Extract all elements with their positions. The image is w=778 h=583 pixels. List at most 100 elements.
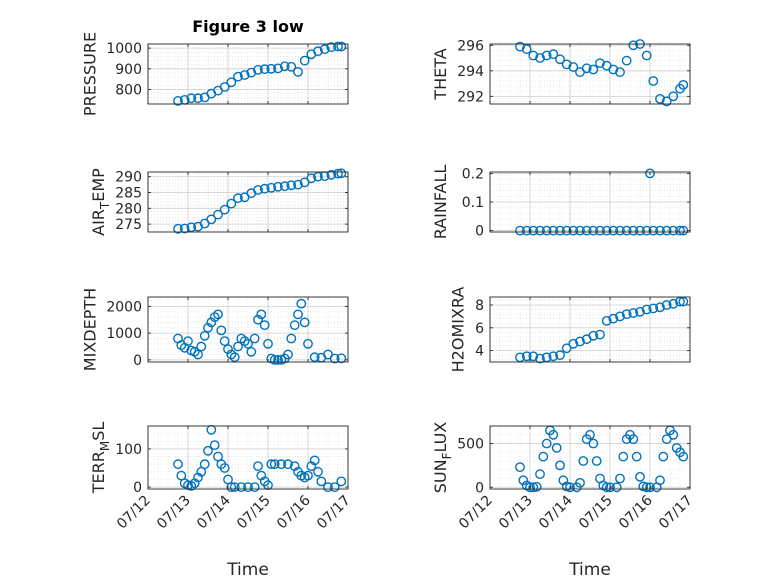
data-point [531, 481, 542, 492]
data-point [173, 96, 183, 106]
data-point [641, 50, 652, 61]
data-point [575, 225, 585, 236]
data-point [233, 341, 243, 352]
data-point [555, 460, 565, 471]
data-point [615, 67, 625, 78]
y-axis-label: SUNFLUX [431, 422, 454, 494]
data-point [326, 169, 337, 180]
data-point [253, 461, 263, 471]
data-point [515, 462, 525, 472]
x-tick-label: 07/13 [154, 493, 194, 533]
data-point [611, 482, 622, 493]
data-point [203, 322, 213, 333]
data-point [561, 59, 572, 70]
data-point [279, 61, 290, 72]
data-point [565, 482, 575, 493]
x-tick-label: 07/17 [656, 493, 696, 533]
data-point [588, 225, 599, 236]
subplot-pressure: 800 900 1000 PRESSURE Figure 3 low [81, 17, 349, 116]
data-point [253, 65, 263, 75]
data-point [313, 46, 323, 57]
data-point [263, 338, 273, 349]
y-tick-label: 8 [475, 298, 484, 314]
data-point [615, 473, 625, 484]
data-point [173, 459, 183, 470]
data-point [226, 198, 237, 209]
y-tick-label: 294 [457, 64, 484, 80]
data-point [309, 352, 320, 363]
data-point [608, 225, 619, 236]
x-tick-label: 07/16 [616, 492, 656, 532]
x-tick-label: 07/12 [114, 493, 154, 533]
data-point [655, 475, 665, 486]
data-point [313, 466, 323, 477]
data-point [548, 225, 559, 236]
data-point [279, 181, 290, 192]
data-point [621, 309, 632, 319]
data-point [293, 179, 303, 190]
data-point [273, 354, 283, 365]
axes-box [147, 171, 349, 233]
y-tick-label: 296 [457, 38, 484, 54]
data-point [273, 63, 283, 74]
data-point [269, 459, 280, 470]
data-point [236, 482, 247, 492]
data-point [601, 482, 612, 493]
data-point [306, 173, 317, 184]
data-point [259, 320, 270, 330]
data-point [655, 225, 665, 236]
y-tick-label: 6 [475, 321, 484, 337]
data-point [226, 482, 237, 492]
data-point [209, 440, 220, 450]
data-point [515, 41, 525, 52]
x-tick-label: 07/16 [274, 492, 314, 532]
data-point [595, 225, 605, 236]
y-tick-label: 292 [457, 89, 484, 105]
data-point [243, 482, 253, 492]
data-point [655, 94, 665, 104]
data-point [273, 181, 283, 192]
data-point [595, 58, 605, 68]
data-point [648, 225, 659, 236]
data-point [193, 349, 203, 360]
data-point [548, 429, 559, 440]
data-point [621, 55, 632, 66]
data-point [641, 225, 652, 236]
axes-box [147, 43, 349, 105]
y-axis-label: RAINFALL [431, 165, 450, 240]
data-point [253, 185, 263, 195]
y-axis-label: H2OMIXRA [448, 287, 467, 373]
subplot-terr-msl: 07/12 07/13 07/14 07/15 07/16 07/17 0 100TERRMS… [89, 422, 354, 580]
data-point [555, 225, 565, 236]
x-tick-label: 07/12 [456, 493, 496, 533]
data-point [658, 451, 669, 462]
axes-box [489, 296, 691, 363]
y-tick-label: 2000 [106, 299, 142, 315]
data-point [548, 49, 559, 60]
data-point [631, 451, 642, 462]
data-point [183, 336, 193, 346]
data-point [581, 63, 592, 74]
data-point [521, 225, 532, 236]
y-tick-label: 500 [457, 437, 484, 453]
data-point [578, 456, 589, 466]
data-point [333, 41, 343, 52]
y-tick-label: 0 [475, 224, 484, 240]
y-tick-label: 0 [133, 480, 142, 496]
data-point [581, 225, 592, 236]
data-point [675, 225, 685, 236]
data-point [568, 62, 579, 72]
data-point [568, 225, 579, 236]
y-tick-label: 100 [115, 442, 142, 458]
data-point [259, 64, 270, 75]
data-point [551, 442, 562, 453]
data-point [528, 50, 539, 61]
data-point [283, 459, 293, 470]
data-point [249, 482, 260, 492]
y-tick-label: 900 [115, 62, 142, 78]
data-point [678, 80, 689, 90]
data-point [173, 223, 183, 234]
data-point [521, 351, 532, 362]
x-tick-label: 07/15 [576, 493, 616, 533]
